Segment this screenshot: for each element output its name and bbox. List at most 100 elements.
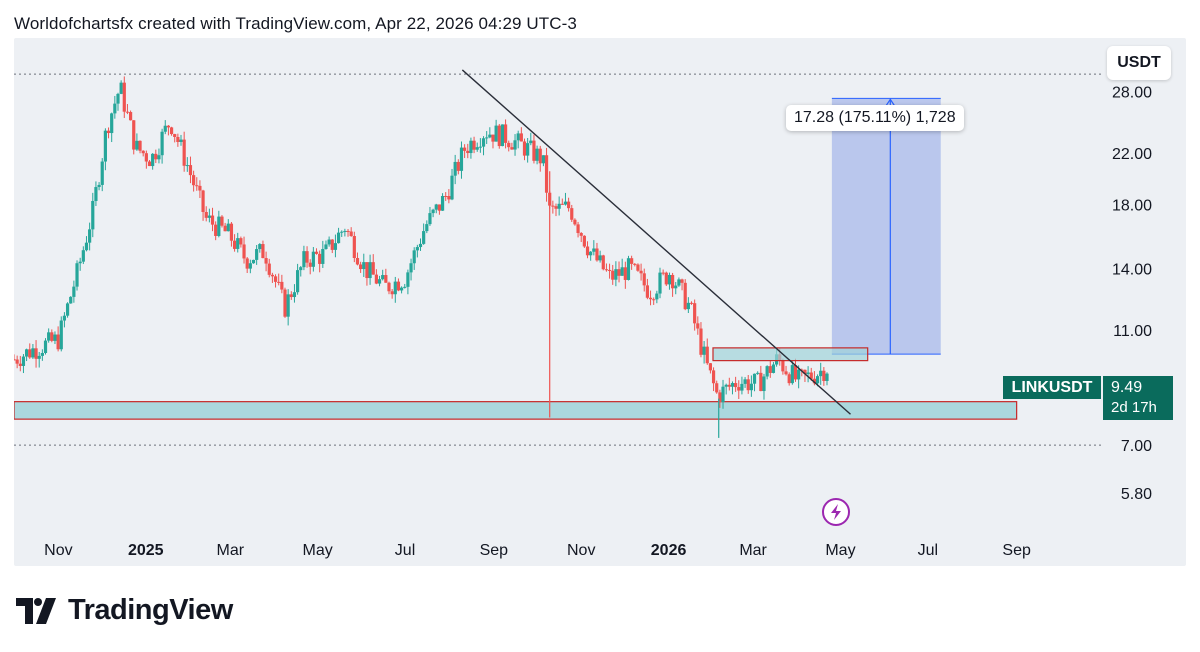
- candle-body: [809, 372, 813, 379]
- candle-body: [248, 263, 252, 269]
- y-tick-label: 22.00: [1112, 146, 1152, 163]
- candle-body: [100, 161, 104, 185]
- candle-body: [752, 373, 757, 384]
- candle-body: [768, 366, 772, 373]
- candle-body: [494, 125, 498, 142]
- candle-body: [359, 264, 363, 270]
- candle-body: [128, 112, 133, 121]
- candle-body: [598, 255, 602, 261]
- candle-body: [387, 282, 391, 292]
- candle-body: [403, 286, 407, 288]
- descending-trendline[interactable]: [461, 69, 851, 415]
- candle-body: [43, 340, 48, 354]
- candle-body: [702, 346, 706, 355]
- candle-body: [78, 261, 82, 264]
- candle-body: [299, 267, 303, 271]
- candle-body: [352, 236, 356, 258]
- candle-body: [239, 238, 243, 245]
- candle-body: [346, 230, 350, 232]
- candle-body: [444, 195, 448, 197]
- candle-body: [759, 372, 763, 392]
- candle-body: [355, 257, 360, 265]
- last-price: 9.49: [1111, 379, 1143, 396]
- candle-body: [286, 294, 290, 317]
- tradingview-logo[interactable]: TradingView: [16, 594, 233, 627]
- bar-countdown: 2d 17h: [1111, 399, 1157, 416]
- candle-body: [94, 187, 98, 201]
- candle-body: [689, 302, 694, 304]
- candle-body: [226, 223, 230, 232]
- candle-body: [198, 185, 202, 191]
- tradingview-logo-icon: [16, 597, 56, 624]
- candle-body: [554, 206, 558, 209]
- candle-body: [396, 281, 401, 291]
- candle-body: [330, 239, 334, 250]
- candle-body: [192, 175, 196, 186]
- candle-body: [516, 133, 520, 141]
- candle-body: [737, 387, 741, 391]
- candle-body: [570, 208, 574, 220]
- candle-body: [582, 235, 586, 247]
- candle-body: [532, 140, 536, 161]
- candle-body: [749, 383, 753, 391]
- candle-body: [72, 286, 76, 297]
- candle-body: [812, 378, 817, 384]
- candle-body: [793, 365, 798, 380]
- resistance-box[interactable]: [712, 347, 869, 362]
- x-tick-label: Jul: [918, 542, 938, 559]
- candle-body: [765, 366, 769, 377]
- candle-body: [762, 376, 766, 392]
- candle-body: [53, 334, 57, 341]
- candle-body: [705, 346, 709, 364]
- support-zone[interactable]: [14, 401, 1018, 420]
- candle-body: [472, 140, 476, 150]
- candle-body: [734, 383, 738, 388]
- candle-body: [611, 270, 615, 280]
- candle-body: [406, 272, 410, 287]
- candle-body: [437, 204, 442, 211]
- candle-body: [258, 244, 262, 250]
- candle-body: [787, 374, 791, 384]
- candle-body: [147, 161, 152, 167]
- candle-body: [500, 124, 505, 147]
- candle-body: [696, 323, 700, 329]
- candle-body: [541, 155, 546, 164]
- candle-body: [34, 348, 38, 359]
- candle-body: [144, 153, 148, 162]
- candle-body: [106, 130, 111, 134]
- candle-body: [15, 359, 19, 364]
- candle-body: [214, 224, 218, 236]
- x-tick-label: May: [303, 542, 333, 559]
- candle-body: [551, 205, 555, 207]
- candle-body: [179, 139, 183, 142]
- candle-body: [626, 258, 631, 280]
- candle-body: [784, 371, 788, 375]
- candle-body: [507, 142, 511, 148]
- candle-body: [166, 125, 171, 128]
- candle-body: [711, 370, 716, 384]
- candle-body: [393, 281, 397, 295]
- target-projection-area[interactable]: [831, 98, 941, 355]
- candle-body: [670, 274, 675, 289]
- candle-body: [185, 165, 189, 167]
- candle-body: [242, 244, 246, 259]
- candle-body: [604, 269, 609, 271]
- candle-body: [623, 267, 627, 280]
- candle-body: [195, 185, 199, 187]
- candle-body: [308, 262, 312, 267]
- candle-body: [658, 272, 662, 294]
- candle-body: [223, 225, 227, 232]
- candle-body: [469, 140, 473, 154]
- y-tick-label: 7.00: [1121, 438, 1152, 455]
- candle-body: [585, 246, 590, 256]
- candle-body: [526, 143, 530, 156]
- currency-button[interactable]: USDT: [1107, 46, 1171, 80]
- candle-body: [336, 232, 341, 244]
- candle-body: [481, 138, 486, 147]
- candle-body: [314, 251, 319, 254]
- candle-body: [210, 215, 215, 225]
- candle-body: [138, 140, 142, 151]
- candle-body: [292, 292, 297, 298]
